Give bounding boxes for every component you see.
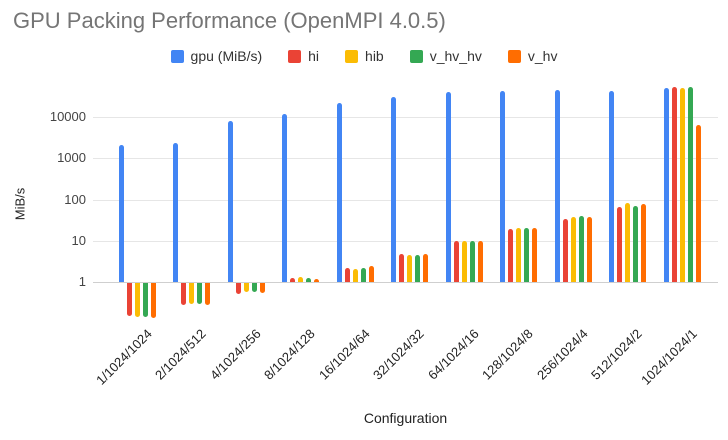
x-tick-label: 64/1024/16 [424, 326, 482, 383]
bar [508, 229, 513, 282]
bar [368, 266, 374, 282]
x-tick-label: 256/1024/4 [533, 326, 591, 383]
bar [671, 86, 677, 282]
bar [134, 283, 140, 317]
legend-item: hib [345, 48, 384, 64]
legend-label: hib [365, 48, 384, 64]
bar [423, 253, 428, 282]
bar [586, 216, 592, 282]
bar [126, 283, 132, 316]
y-tick-label: 1000 [57, 150, 86, 166]
bar [500, 91, 505, 282]
x-tick-label: 512/1024/2 [588, 326, 646, 383]
bar [189, 283, 194, 304]
bar [695, 125, 701, 282]
bar [407, 255, 412, 282]
bar [477, 240, 483, 282]
legend-swatch [288, 49, 302, 63]
y-tick-label: 10000 [49, 109, 86, 125]
gridline [93, 240, 718, 242]
bar [524, 228, 529, 282]
bar [532, 228, 537, 282]
bar [205, 283, 210, 306]
bar [445, 92, 451, 282]
x-tick-label: 4/1024/256 [206, 326, 264, 383]
legend-item: v_hv_hv [409, 48, 482, 64]
plot-area [93, 86, 718, 320]
chart-title: GPU Packing Performance (OpenMPI 4.0.5) [13, 8, 446, 33]
bar [609, 91, 614, 282]
bar [314, 278, 319, 282]
bar [633, 205, 638, 282]
x-tick-label: 1024/1024/1 [637, 326, 700, 388]
bar [562, 219, 568, 282]
gridline [93, 117, 718, 119]
legend-label: v_hv_hv [429, 48, 482, 64]
bar [469, 240, 475, 282]
legend-item: gpu (MiB/s) [170, 48, 263, 64]
legend-swatch [170, 49, 184, 63]
bar [336, 103, 342, 282]
bar [399, 254, 404, 282]
x-tick-label: 128/1024/8 [479, 326, 537, 383]
bar [235, 283, 241, 294]
bar [391, 96, 396, 282]
bar [306, 278, 311, 282]
x-tick-label: 8/1024/128 [261, 326, 319, 383]
gridline [93, 199, 718, 201]
bar [118, 145, 124, 282]
gridline [93, 158, 718, 160]
bar [142, 283, 148, 317]
gridline [93, 282, 718, 283]
bar [173, 142, 178, 282]
legend-swatch [507, 49, 521, 63]
x-tick-label: 32/1024/32 [370, 326, 428, 383]
bar [197, 283, 202, 304]
x-tick-label: 2/1024/512 [152, 326, 210, 383]
x-axis-title: Configuration [363, 410, 448, 426]
bar [625, 203, 630, 282]
bar [282, 113, 287, 282]
bar [554, 89, 560, 282]
x-tick-label: 1/1024/1024 [92, 326, 155, 388]
legend-label: hi [308, 48, 320, 64]
legend-item: hi [288, 48, 319, 64]
y-tick-label: 10 [71, 232, 86, 248]
bar [298, 277, 303, 282]
bar [360, 267, 366, 282]
legend-item: v_hv [507, 48, 558, 64]
y-tick-label: 100 [64, 191, 86, 207]
legend-swatch [409, 49, 423, 63]
bar [461, 241, 467, 282]
bar [453, 240, 459, 282]
bar [641, 203, 646, 282]
bar [570, 216, 576, 282]
bar [687, 86, 693, 282]
bar [227, 121, 233, 282]
x-tick-label: 16/1024/64 [315, 326, 373, 383]
x-axis-ticks: 1/1024/1024 2/1024/512 4/1024/256 8/1024/12… [0, 326, 728, 406]
bar [243, 283, 249, 293]
bar [181, 283, 186, 305]
bar [516, 228, 521, 282]
bar [352, 268, 358, 282]
y-tick-label: 1 [78, 274, 86, 289]
bar [679, 88, 685, 282]
bar [150, 283, 156, 319]
bar [663, 87, 669, 282]
bar [251, 283, 257, 293]
legend-label: v_hv [527, 48, 558, 64]
bar [617, 206, 622, 282]
bar [259, 283, 265, 293]
bar [344, 267, 350, 282]
bar [290, 278, 295, 282]
bar [578, 216, 584, 282]
bar [415, 254, 420, 282]
legend-label: gpu (MiB/s) [190, 48, 263, 64]
legend-swatch [345, 49, 359, 63]
legend: gpu (MiB/s) hi hib v_hv_hv v_hv [0, 48, 728, 64]
